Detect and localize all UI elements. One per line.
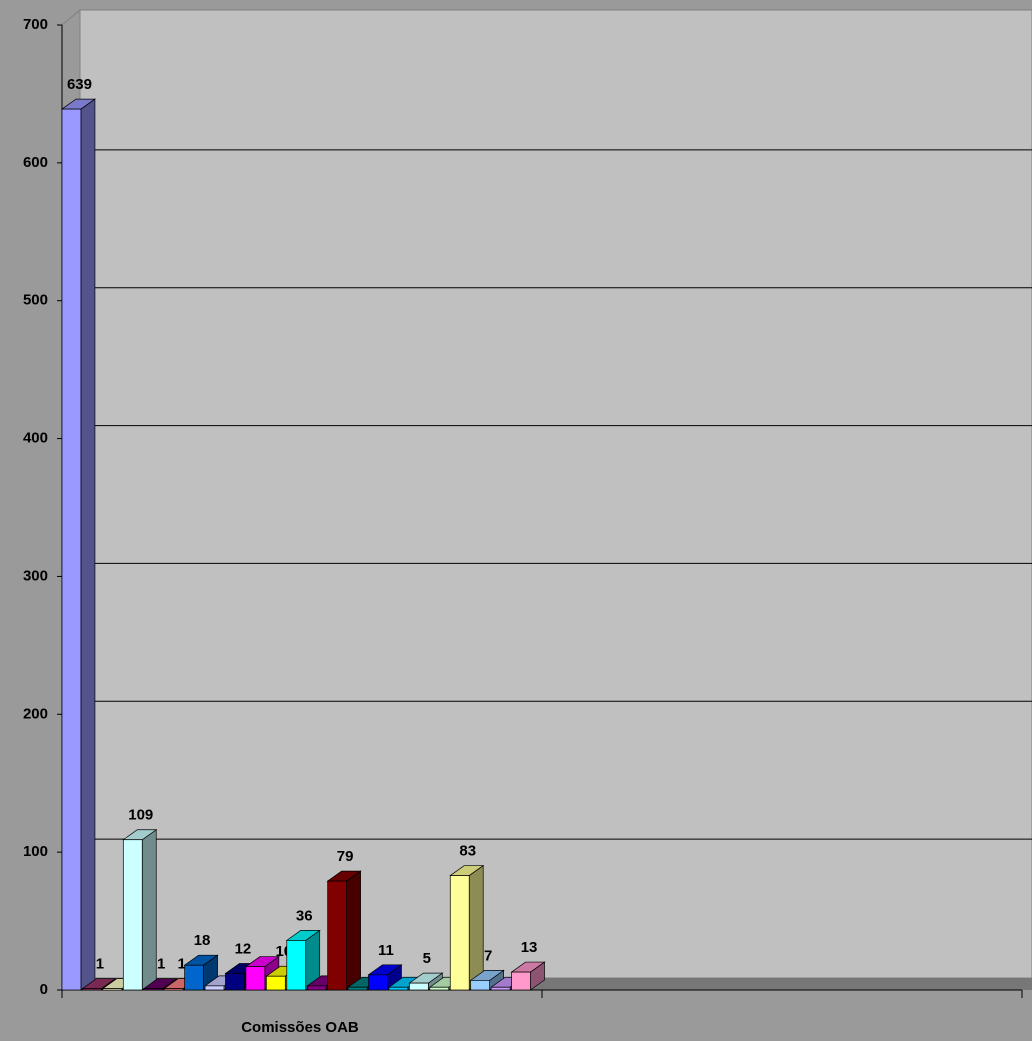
bar (409, 982, 429, 991)
wall-edge (61, 9, 81, 26)
bar (225, 973, 245, 991)
data-label: 79 (337, 848, 354, 865)
bar (245, 966, 266, 991)
bar (306, 985, 327, 991)
data-label: 12 (235, 940, 252, 957)
data-label: 1 (177, 956, 185, 973)
back-wall (79, 9, 1032, 979)
data-label: 639 (67, 76, 92, 93)
y-tick-label: 200 (23, 705, 48, 722)
bar (184, 964, 204, 991)
bar-side (80, 98, 96, 991)
bar (286, 940, 307, 991)
bar (204, 985, 225, 991)
data-label: 109 (128, 807, 153, 824)
bar (61, 108, 82, 991)
y-tick-label: 300 (23, 567, 48, 584)
bar (368, 974, 388, 991)
bar (429, 986, 450, 991)
bar (143, 988, 164, 991)
y-tick-label: 400 (23, 430, 48, 447)
data-label: 83 (459, 843, 476, 860)
bar (102, 988, 123, 991)
bar-side (468, 864, 484, 991)
y-tick-label: 0 (40, 981, 48, 998)
bar (511, 971, 531, 991)
bar-side (141, 829, 157, 991)
bar (163, 988, 184, 991)
data-label: 11 (378, 942, 394, 959)
x-axis-label: Comissões OAB (241, 1019, 359, 1036)
bar (490, 986, 511, 991)
y-tick-label: 600 (23, 154, 48, 171)
bar (327, 880, 347, 991)
data-label: 1 (96, 956, 104, 973)
data-label: 13 (521, 939, 538, 956)
bar (347, 986, 368, 991)
data-label: 36 (296, 907, 313, 924)
bar-side (346, 870, 361, 991)
data-label: 7 (484, 947, 492, 964)
bar (470, 979, 490, 991)
data-label: 1 (157, 956, 165, 973)
bar (82, 988, 102, 991)
bar (122, 839, 143, 991)
bar (265, 975, 286, 991)
data-label: 5 (423, 950, 431, 967)
y-tick-label: 500 (23, 292, 48, 309)
data-label: 18 (194, 932, 211, 949)
bar (449, 875, 470, 991)
y-tick-label: 700 (23, 16, 48, 33)
bar (388, 986, 409, 991)
y-tick-label: 100 (23, 843, 48, 860)
